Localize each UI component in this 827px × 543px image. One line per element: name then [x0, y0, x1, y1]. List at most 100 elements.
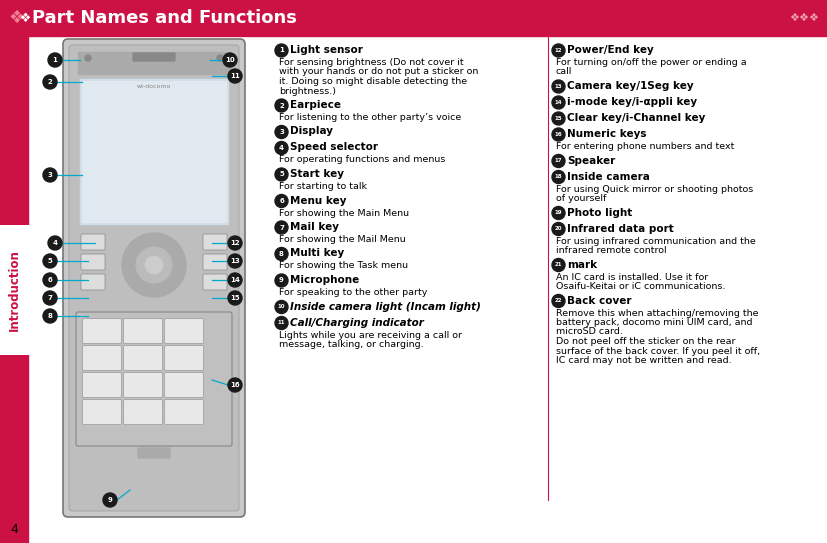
Text: Microphone: Microphone	[290, 275, 359, 285]
Circle shape	[43, 75, 57, 89]
Text: 18: 18	[555, 174, 562, 180]
Text: Menu key: Menu key	[290, 195, 347, 205]
Text: 4: 4	[52, 240, 58, 246]
Text: Camera key/1Seg key: Camera key/1Seg key	[567, 81, 694, 91]
Text: IC card may not be written and read.: IC card may not be written and read.	[556, 356, 732, 365]
Text: 7: 7	[48, 295, 52, 301]
Text: Power/End key: Power/End key	[567, 45, 654, 55]
FancyBboxPatch shape	[165, 400, 203, 425]
Text: 3: 3	[48, 172, 52, 178]
Circle shape	[552, 171, 565, 184]
Text: Clear key/i-Channel key: Clear key/i-Channel key	[567, 113, 705, 123]
Text: brightness.): brightness.)	[279, 86, 336, 96]
Text: 16: 16	[555, 132, 562, 137]
Text: call: call	[556, 67, 572, 77]
Text: An IC card is installed. Use it for: An IC card is installed. Use it for	[556, 273, 708, 281]
FancyBboxPatch shape	[76, 312, 232, 446]
Circle shape	[217, 55, 223, 61]
Circle shape	[103, 493, 117, 507]
Text: Call/Charging indicator: Call/Charging indicator	[290, 318, 424, 327]
Text: 5: 5	[280, 172, 284, 178]
Text: Inside camera: Inside camera	[567, 172, 650, 181]
Circle shape	[122, 233, 186, 297]
Text: it. Doing so might disable detecting the: it. Doing so might disable detecting the	[279, 77, 467, 86]
Circle shape	[48, 236, 62, 250]
Bar	[0, 0, 827, 36]
Text: 22: 22	[555, 299, 562, 304]
Text: Osaifu-Keitai or iC communications.: Osaifu-Keitai or iC communications.	[556, 282, 725, 291]
FancyBboxPatch shape	[69, 45, 239, 511]
Text: 1: 1	[53, 57, 57, 63]
Circle shape	[228, 291, 242, 305]
Circle shape	[552, 128, 565, 141]
Circle shape	[552, 223, 565, 236]
Circle shape	[552, 294, 565, 307]
Text: Speaker: Speaker	[567, 155, 615, 166]
Text: Part Names and Functions: Part Names and Functions	[32, 9, 297, 27]
Text: 7: 7	[279, 224, 284, 230]
Bar	[0, 36, 28, 543]
Text: 11: 11	[278, 320, 285, 325]
FancyBboxPatch shape	[81, 234, 105, 250]
Text: 11: 11	[230, 73, 240, 79]
Text: 12: 12	[555, 48, 562, 53]
Text: Speed selector: Speed selector	[290, 142, 378, 153]
Text: of yourself: of yourself	[556, 194, 606, 203]
Text: 4: 4	[279, 145, 284, 151]
FancyBboxPatch shape	[123, 372, 162, 397]
FancyBboxPatch shape	[165, 319, 203, 344]
Text: For speaking to the other party: For speaking to the other party	[279, 288, 428, 297]
Text: 16: 16	[230, 382, 240, 388]
Circle shape	[275, 300, 288, 313]
Text: Photo light: Photo light	[567, 207, 633, 218]
Circle shape	[43, 254, 57, 268]
Text: battery pack, docomo mini UIM card, and: battery pack, docomo mini UIM card, and	[556, 318, 753, 327]
Text: Back cover: Back cover	[567, 295, 632, 306]
Text: ❖: ❖	[8, 9, 24, 27]
Circle shape	[145, 256, 163, 274]
Text: Do not peel off the sticker on the rear: Do not peel off the sticker on the rear	[556, 337, 735, 346]
Text: For turning on/off the power or ending a: For turning on/off the power or ending a	[556, 58, 747, 67]
Text: Inside camera light (Incam light): Inside camera light (Incam light)	[290, 301, 480, 312]
Circle shape	[275, 317, 288, 330]
Circle shape	[552, 155, 565, 167]
Text: Mail key: Mail key	[290, 222, 339, 232]
Circle shape	[43, 273, 57, 287]
Text: For entering phone numbers and text: For entering phone numbers and text	[556, 142, 734, 151]
FancyBboxPatch shape	[83, 345, 122, 370]
Circle shape	[43, 168, 57, 182]
Bar	[78, 52, 230, 74]
Text: wi-docomo: wi-docomo	[136, 84, 171, 89]
Text: 15: 15	[230, 295, 240, 301]
Text: surface of the back cover. If you peel it off,: surface of the back cover. If you peel i…	[556, 346, 760, 356]
Circle shape	[228, 378, 242, 392]
Circle shape	[136, 247, 172, 283]
Circle shape	[228, 69, 242, 83]
Text: 14: 14	[555, 100, 562, 105]
FancyBboxPatch shape	[203, 254, 227, 270]
Circle shape	[223, 53, 237, 67]
Text: For using infrared communication and the: For using infrared communication and the	[556, 237, 756, 245]
FancyBboxPatch shape	[203, 274, 227, 290]
Text: Multi key: Multi key	[290, 249, 344, 258]
FancyBboxPatch shape	[165, 372, 203, 397]
Text: For showing the Mail Menu: For showing the Mail Menu	[279, 235, 406, 244]
Text: Earpiece: Earpiece	[290, 100, 341, 110]
Circle shape	[275, 221, 288, 234]
Text: 19: 19	[555, 211, 562, 216]
Text: For operating functions and menus: For operating functions and menus	[279, 155, 446, 165]
Text: 15: 15	[555, 116, 562, 121]
Circle shape	[275, 99, 288, 112]
Circle shape	[552, 44, 565, 57]
Text: Lights while you are receiving a call or: Lights while you are receiving a call or	[279, 331, 462, 339]
Text: Remove this when attaching/removing the: Remove this when attaching/removing the	[556, 308, 758, 318]
Text: microSD card.: microSD card.	[556, 327, 623, 337]
Text: 8: 8	[48, 313, 52, 319]
Text: 4: 4	[10, 523, 18, 536]
Text: 13: 13	[555, 84, 562, 89]
Text: Infrared data port: Infrared data port	[567, 224, 674, 233]
Circle shape	[228, 236, 242, 250]
Text: ❖: ❖	[20, 11, 31, 24]
Bar	[80, 79, 228, 224]
Text: message, talking, or charging.: message, talking, or charging.	[279, 340, 423, 349]
